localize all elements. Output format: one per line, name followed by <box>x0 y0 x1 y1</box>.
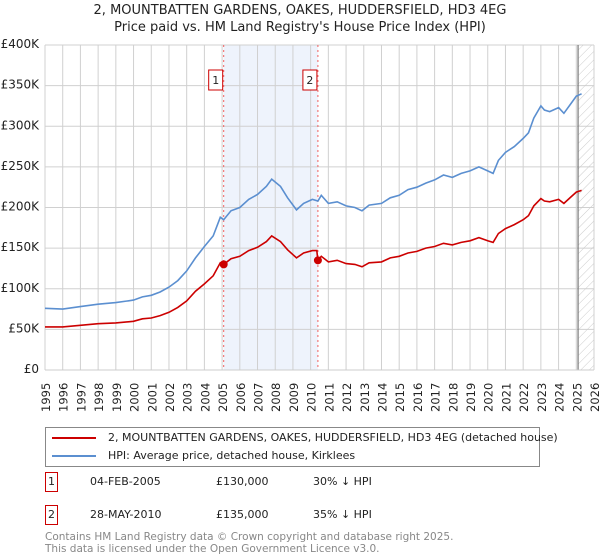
x-tick-label: 2022 <box>517 383 531 412</box>
sale-label-box <box>302 69 318 91</box>
x-tick-label: 2001 <box>145 383 159 412</box>
legend-label: HPI: Average price, detached house, Kirk… <box>108 449 356 462</box>
transaction-price: £130,000 <box>216 475 269 488</box>
x-tick-label: 2012 <box>340 383 354 412</box>
x-tick-label: 2021 <box>499 383 513 412</box>
x-tick-label: 2017 <box>429 383 443 412</box>
legend: 2, MOUNTBATTEN GARDENS, OAKES, HUDDERSFI… <box>45 427 558 467</box>
x-tick-label: 2013 <box>358 383 372 412</box>
transaction-row: 2 28-MAY-2010 £135,000 35% ↓ HPI <box>45 505 445 525</box>
legend-item-hpi: HPI: Average price, detached house, Kirk… <box>52 448 355 464</box>
transaction-date: 04-FEB-2005 <box>90 475 161 488</box>
x-tick-label: 2020 <box>482 383 496 412</box>
transaction-row: 1 04-FEB-2005 £130,000 30% ↓ HPI <box>45 472 445 492</box>
x-tick-label: 2026 <box>588 383 600 412</box>
x-tick-label: 2009 <box>287 383 301 412</box>
sale-point <box>313 256 322 265</box>
transaction-date: 28-MAY-2010 <box>90 508 162 521</box>
x-tick-label: 1999 <box>110 383 124 412</box>
x-tick-label: 1997 <box>74 383 88 412</box>
price-chart: 1995 1996 1997 1998 1999 2000 2001 2002 2003 2004… <box>1 37 600 412</box>
legend-label: 2, MOUNTBATTEN GARDENS, OAKES, HUDDERSFI… <box>108 431 558 444</box>
transaction-hpi-diff: 35% ↓ HPI <box>313 508 372 521</box>
x-tick-label: 2003 <box>181 383 195 412</box>
x-tick-label: 1996 <box>57 383 71 412</box>
y-tick-label: £350K <box>1 78 41 92</box>
sale-label: 1 <box>212 74 219 87</box>
y-tick-label: £200K <box>1 200 41 214</box>
x-tick-label: 2015 <box>393 383 407 412</box>
x-tick-label: 2023 <box>535 383 549 412</box>
x-tick-label: 2019 <box>464 383 478 412</box>
footer-licence: This data is licensed under the Open Gov… <box>45 543 380 555</box>
x-tick-label: 2011 <box>322 383 336 412</box>
x-tick-label: 2004 <box>198 383 212 412</box>
transaction-marker: 1 <box>45 472 58 492</box>
x-tick-label: 2007 <box>252 383 266 412</box>
x-tick-label: 2014 <box>375 383 389 412</box>
x-tick-label: 2006 <box>234 383 248 412</box>
hpi-line <box>44 93 582 310</box>
transaction-hpi-diff: 30% ↓ HPI <box>313 475 372 488</box>
y-tick-label: £300K <box>1 118 41 132</box>
sale-point <box>219 260 228 269</box>
x-tick-label: 2025 <box>570 383 584 412</box>
forecast-hatch <box>578 45 594 370</box>
sale-label: 2 <box>306 74 313 87</box>
x-tick-label: 2005 <box>216 383 230 412</box>
y-tick-label: £50K <box>8 321 40 335</box>
x-tick-label: 1998 <box>92 383 106 412</box>
y-tick-label: £0 <box>24 362 39 376</box>
property-price-line <box>45 189 582 328</box>
y-tick-label: £400K <box>1 37 41 51</box>
transaction-marker: 2 <box>45 505 58 525</box>
x-tick-label: 2008 <box>269 383 283 412</box>
x-tick-label: 2010 <box>305 383 319 412</box>
x-tick-label: 2002 <box>163 383 177 412</box>
sale-label-box <box>208 69 224 91</box>
blue-line-swatch <box>52 455 96 457</box>
x-tick-label: 2000 <box>128 383 142 412</box>
chart-subtitle: Price paid vs. HM Land Registry's House … <box>114 20 486 35</box>
x-tick-label: 2018 <box>446 383 460 412</box>
x-tick-label: 2016 <box>411 383 425 412</box>
footer-copyright: Contains HM Land Registry data © Crown c… <box>45 531 454 543</box>
y-tick-label: £150K <box>1 240 41 254</box>
y-tick-label: £100K <box>1 281 41 295</box>
chart-title: 2, MOUNTBATTEN GARDENS, OAKES, HUDDERSFI… <box>93 3 507 18</box>
y-tick-label: £250K <box>1 159 41 173</box>
transaction-price: £135,000 <box>216 508 269 521</box>
x-tick-label: 1995 <box>39 383 53 412</box>
x-tick-label: 2024 <box>553 383 567 412</box>
legend-item-property: 2, MOUNTBATTEN GARDENS, OAKES, HUDDERSFI… <box>52 430 558 446</box>
red-line-swatch <box>52 437 96 439</box>
